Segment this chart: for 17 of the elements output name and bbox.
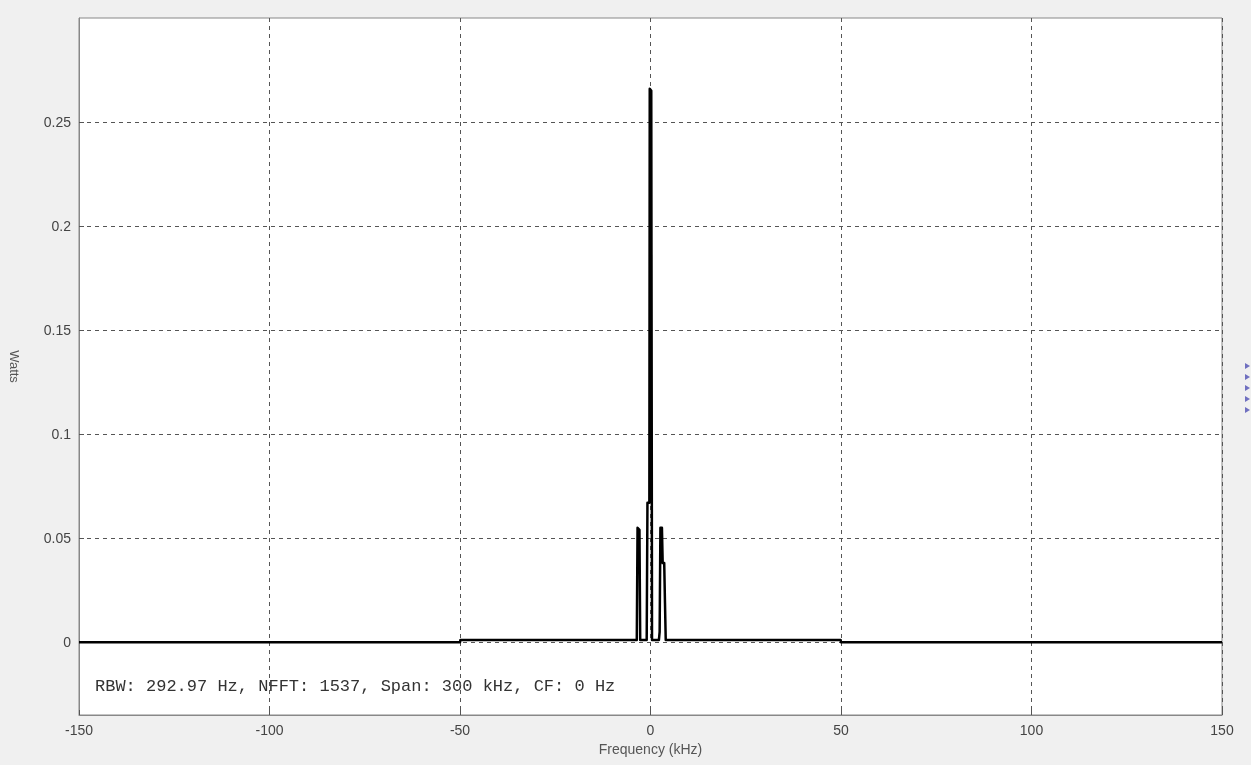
y-tick-label: 0.1 bbox=[51, 426, 72, 443]
x-axis-title: Frequency (kHz) bbox=[598, 740, 703, 757]
x-tick-label: 100 bbox=[1019, 722, 1044, 738]
y-tick-label: 0.15 bbox=[43, 322, 72, 339]
y-tick-label: 0.25 bbox=[43, 114, 72, 131]
x-tick-label: -150 bbox=[64, 722, 94, 738]
y-tick-label: 0 bbox=[63, 634, 72, 651]
y-axis-title: Watts bbox=[7, 350, 22, 384]
x-tick-label: -100 bbox=[255, 722, 284, 738]
y-tick-label: 0.05 bbox=[43, 530, 72, 547]
y-tick-label: 0.2 bbox=[51, 218, 72, 235]
x-tick-label: -50 bbox=[449, 722, 471, 738]
x-tick-label: 150 bbox=[1210, 722, 1234, 738]
x-tick-label: 50 bbox=[833, 722, 849, 738]
x-tick-label: 0 bbox=[646, 722, 655, 738]
annotation: RBW: 292.97 Hz, NFFT: 1537, Span: 300 kHz, CF: 0 Hz bbox=[95, 677, 616, 696]
line-series bbox=[77, 87, 1224, 644]
